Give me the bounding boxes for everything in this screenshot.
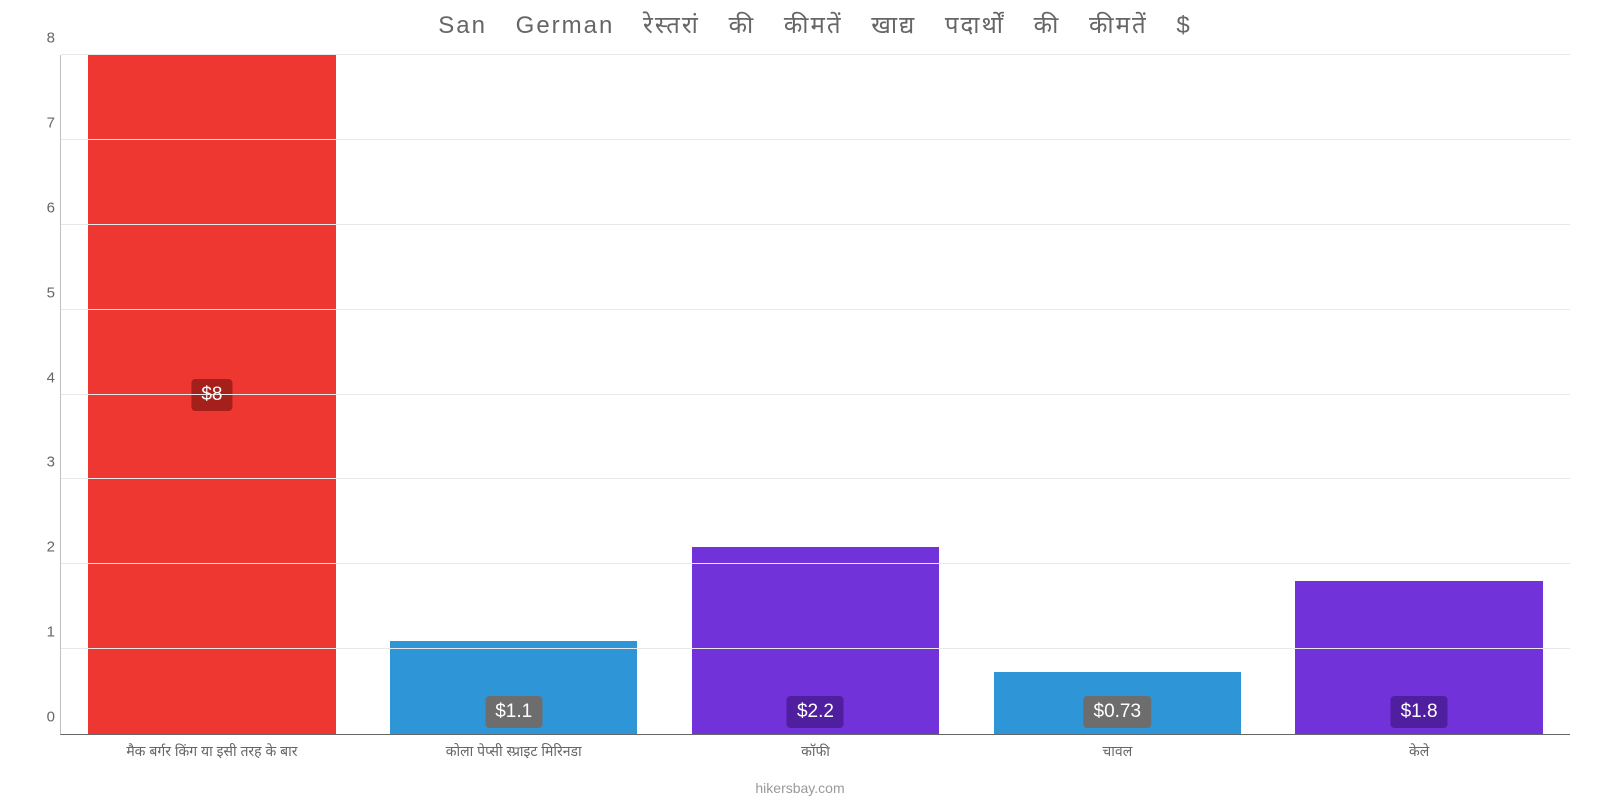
y-tick-label: 1	[31, 624, 55, 641]
bar-slot: $8	[61, 55, 363, 734]
value-badge: $2.2	[787, 696, 844, 728]
gridline	[61, 394, 1570, 395]
bar: $8	[88, 55, 335, 734]
bars-layer: $8 $1.1 $2.2 $0.73 $1.8	[61, 55, 1570, 734]
plot-area: $8$1.1$2.2$0.73$1.8 मैक बर्गर किंग या इस…	[60, 55, 1570, 735]
bar: $0.73	[994, 672, 1241, 734]
x-tick-label: केले	[1268, 742, 1570, 761]
y-tick-label: 7	[31, 114, 55, 131]
gridline	[61, 224, 1570, 225]
chart-container: San German रेस्तरां की कीमतें खाद्य पदार…	[0, 0, 1600, 800]
y-tick-label: 3	[31, 454, 55, 471]
bar-slot: $0.73	[966, 55, 1268, 734]
value-badge: $1.1	[485, 696, 542, 728]
y-tick-label: 5	[31, 284, 55, 301]
bar: $1.8	[1295, 581, 1542, 734]
y-tick-label: 2	[31, 539, 55, 556]
gridline	[61, 309, 1570, 310]
bar: $1.1	[390, 641, 637, 734]
gridline	[61, 139, 1570, 140]
gridline	[61, 563, 1570, 564]
bar: $2.2	[692, 547, 939, 734]
gridline	[61, 54, 1570, 55]
x-tick-label: मैक बर्गर किंग या इसी तरह के बार	[61, 742, 363, 761]
x-tick-label: कोला पेप्सी स्प्राइट मिरिनडा	[363, 742, 665, 761]
y-tick-label: 6	[31, 199, 55, 216]
value-badge: $8	[191, 379, 232, 411]
footer-credit: hikersbay.com	[0, 780, 1600, 796]
gridline	[61, 648, 1570, 649]
gridline	[61, 478, 1570, 479]
x-tick-label: चावल	[966, 742, 1268, 761]
y-tick-label: 8	[31, 30, 55, 47]
y-tick-label: 0	[31, 709, 55, 726]
x-tick-label: कॉफी	[665, 742, 967, 761]
chart-title: San German रेस्तरां की कीमतें खाद्य पदार…	[60, 0, 1570, 55]
y-tick-label: 4	[31, 369, 55, 386]
x-axis-labels: मैक बर्गर किंग या इसी तरह के बारकोला पेप…	[61, 742, 1570, 761]
value-badge: $1.8	[1391, 696, 1448, 728]
value-badge: $0.73	[1084, 696, 1152, 728]
bar-slot: $2.2	[665, 55, 967, 734]
bar-slot: $1.8	[1268, 55, 1570, 734]
bar-slot: $1.1	[363, 55, 665, 734]
